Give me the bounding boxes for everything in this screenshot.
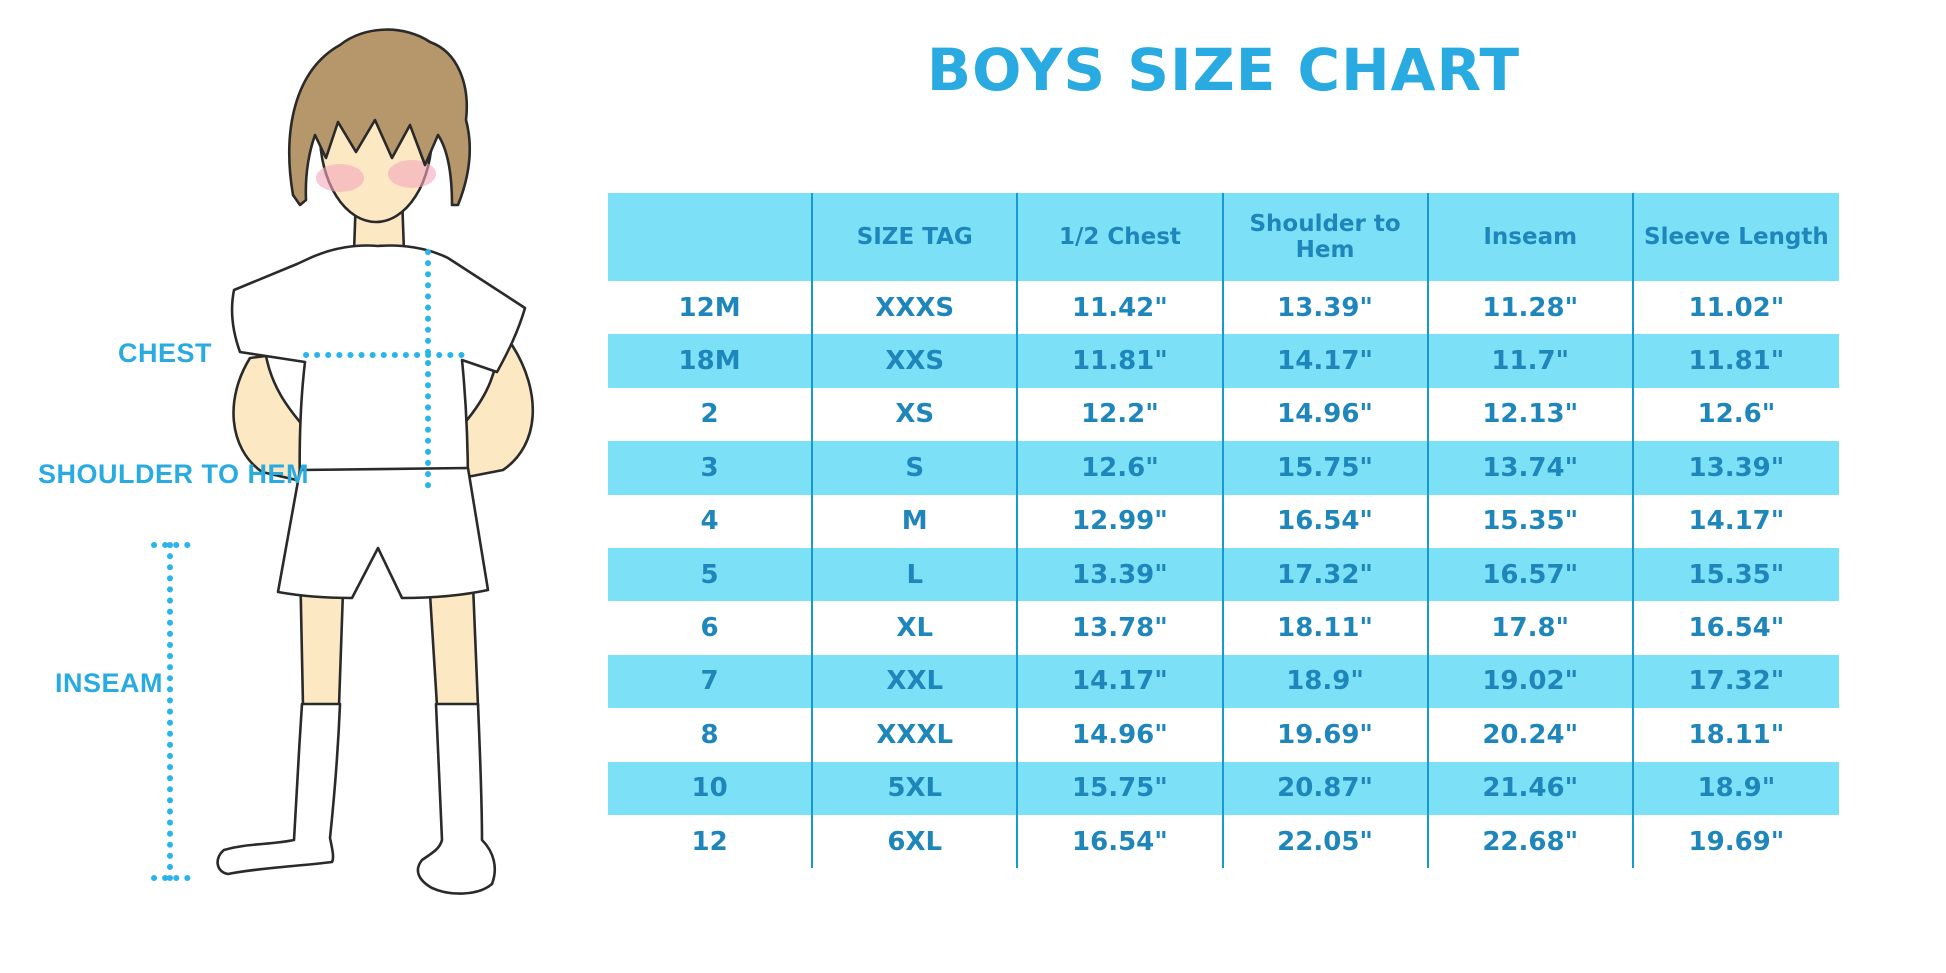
header-cell: Inseam [1429,193,1634,281]
table-cell: 12.6" [1697,399,1776,430]
table-cell: 7 [608,654,814,709]
table-cell: 11.81" [1688,346,1785,377]
table-row: 4 M 12.99" 16.54" 15.35" 14.17" [608,494,1839,548]
table-row: 2 XS 12.2" 14.96" 12.13" 12.6" [608,387,1839,442]
table-cell: 11.81" [1018,334,1224,388]
table-cell: 16.57" [1429,547,1634,602]
table-cell: 13.39" [1224,281,1429,335]
table-cell: 14.17" [1018,654,1224,709]
table-cell: XXXS [813,281,1019,335]
table-cell: 18.9" [1224,654,1429,709]
table-cell: 14.17" [1224,334,1429,388]
boy-illustration [151,28,535,895]
table-row: 7 XXL 14.17" 18.9" 19.02" 17.32" [608,654,1839,709]
table-cell: 6 [608,601,814,655]
inseam-label: INSEAM [55,668,164,698]
table-row: 3 S 12.6" 15.75" 13.74" 13.39" [608,441,1839,495]
table-cell: 14.96" [1018,708,1224,762]
table-cell: 2 [608,387,814,442]
table-cell: 13.39" [1018,547,1224,602]
table-cell: 20.24" [1429,708,1634,762]
size-table-body: 12M XXXS 11.42" 13.39" 11.28" 11.02" 18M XXS 11.… [608,281,1839,869]
table-cell: 16.54" [1018,814,1224,869]
table-cell: 15.35" [1429,494,1634,548]
table-cell: 14.17" [1688,506,1785,537]
table-cell: XXS [813,334,1019,388]
table-cell: 14.96" [1224,387,1429,442]
table-cell: 19.02" [1429,654,1634,709]
table-cell: 12.99" [1018,494,1224,548]
table-cell: 13.78" [1018,601,1224,655]
table-cell: 10 [608,761,814,815]
table-row: 18M XXS 11.81" 14.17" 11.7" 11.81" [608,334,1839,388]
table-cell: XXL [813,654,1019,709]
table-cell: 5 [608,547,814,602]
table-cell: 12.6" [1018,441,1224,495]
shorts [276,466,490,600]
table-cell: 16.54" [1224,494,1429,548]
left-arm [232,354,307,484]
table-row: 12M XXXS 11.42" 13.39" 11.28" 11.02" [608,281,1839,335]
header-cell: Shoulder to Hem [1224,193,1429,281]
table-cell: 17.8" [1429,601,1634,655]
header-cell: Sleeve Length [1644,223,1829,250]
table-row: 8 XXXL 14.96" 19.69" 20.24" 18.11" [608,708,1839,762]
table-cell: 17.32" [1224,547,1429,602]
table-cell: 15.75" [1224,441,1429,495]
table-cell: 4 [608,494,814,548]
right-arm [460,343,535,480]
table-cell: M [813,494,1019,548]
blush [316,160,436,192]
table-cell: 13.74" [1429,441,1634,495]
table-cell: 3 [608,441,814,495]
table-cell: L [813,547,1019,602]
right-sock [416,702,496,895]
header-cell [608,193,814,281]
size-table: SIZE TAG 1/2 Chest Shoulder to Hem Inseam Sl… [608,193,1839,869]
table-cell: 13.39" [1688,452,1785,483]
table-cell: XS [813,387,1019,442]
shoulder-to-hem-label: SHOULDER TO HEM [38,459,310,489]
table-cell: 17.32" [1688,666,1785,697]
table-cell: 15.75" [1018,761,1224,815]
table-cell: 18M [608,334,814,388]
table-row: 5 L 13.39" 17.32" 16.57" 15.35" [608,547,1839,602]
table-cell: 6XL [813,814,1019,869]
header-cell: SIZE TAG [813,193,1019,281]
table-cell: XXXL [813,708,1019,762]
table-cell: 15.35" [1688,559,1785,590]
table-cell: 22.05" [1224,814,1429,869]
table-cell: 5XL [813,761,1019,815]
table-cell: 21.46" [1429,761,1634,815]
header-cell: 1/2 Chest [1018,193,1224,281]
table-cell: 20.87" [1224,761,1429,815]
table-row: 12 6XL 16.54" 22.05" 22.68" 19.69" [608,814,1839,869]
t-shirt [230,244,527,498]
table-cell: 19.69" [1224,708,1429,762]
table-cell: 8 [608,708,814,762]
table-cell: 11.02" [1688,292,1785,323]
table-cell: 12M [608,281,814,335]
left-sock [216,702,342,876]
table-cell: S [813,441,1019,495]
table-row: 6 XL 13.78" 18.11" 17.8" 16.54" [608,601,1839,655]
table-cell: XL [813,601,1019,655]
table-cell: 18.11" [1224,601,1429,655]
table-row: 10 5XL 15.75" 20.87" 21.46" 18.9" [608,761,1839,815]
table-cell: 12.13" [1429,387,1634,442]
table-cell: 11.7" [1429,334,1634,388]
table-cell: 12 [608,814,814,869]
table-cell: 12.2" [1018,387,1224,442]
hair [288,28,471,207]
size-table-header-row: SIZE TAG 1/2 Chest Shoulder to Hem Inseam Sl… [608,193,1839,281]
table-cell: 19.69" [1688,826,1785,857]
chest-label: CHEST [118,338,213,368]
page-title: BOYS SIZE CHART [926,36,1521,104]
table-cell: 18.11" [1688,719,1785,750]
table-cell: 11.42" [1018,281,1224,335]
table-cell: 16.54" [1688,613,1785,644]
table-cell: 11.28" [1429,281,1634,335]
table-cell: 18.9" [1697,773,1776,804]
table-cell: 22.68" [1429,814,1634,869]
